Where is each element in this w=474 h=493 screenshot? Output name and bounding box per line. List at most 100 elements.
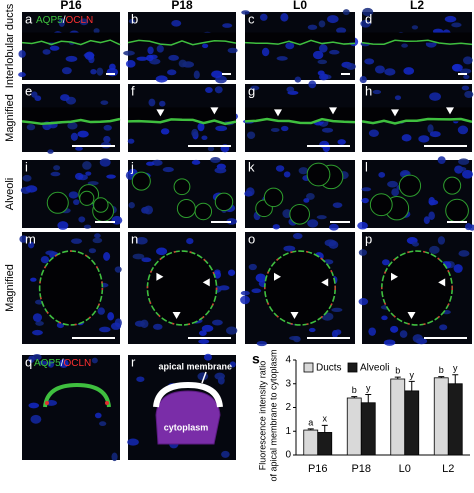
- nucleus: [378, 172, 386, 178]
- panel-letter: e: [25, 83, 32, 98]
- nucleus: [128, 18, 136, 24]
- nucleus: [100, 100, 109, 105]
- panel-letter: o: [248, 231, 255, 246]
- lumen: [128, 107, 236, 122]
- legend-swatch: [347, 362, 358, 373]
- stain-label-part: AQP5: [34, 358, 61, 369]
- nucleus: [357, 221, 368, 230]
- legend-label: Alveoli: [360, 363, 389, 374]
- nucleus: [307, 219, 319, 228]
- micrograph: l: [357, 156, 474, 231]
- error-bar: [452, 374, 459, 384]
- alveolus: [263, 187, 284, 208]
- lumen: [128, 32, 236, 43]
- nucleus: [459, 68, 472, 74]
- alveolus: [46, 191, 69, 214]
- pointer: [201, 371, 207, 384]
- nucleus: [65, 55, 78, 62]
- nucleus: [308, 327, 316, 333]
- nucleus: [211, 70, 223, 78]
- nucleus: [167, 69, 177, 76]
- nucleus: [298, 167, 309, 175]
- nucleus: [368, 129, 379, 137]
- column-header: L2: [410, 0, 424, 12]
- stain-label-part: OCLN: [65, 15, 93, 26]
- nucleus: [90, 69, 97, 75]
- nucleus: [423, 216, 430, 224]
- nucleus: [127, 438, 139, 446]
- nucleus: [31, 91, 38, 98]
- micrograph: apical membrane cytoplasm r: [127, 353, 236, 460]
- panel-letter: j: [130, 159, 134, 174]
- panel-letter: h: [365, 83, 372, 98]
- nucleus: [322, 143, 331, 153]
- nucleus: [324, 239, 337, 247]
- nucleus: [329, 223, 339, 231]
- nucleus: [128, 202, 135, 209]
- panel-letter: d: [365, 11, 372, 26]
- arrowhead: [172, 312, 181, 319]
- nucleus: [201, 324, 214, 332]
- nucleus: [316, 215, 327, 220]
- arrowhead: [438, 278, 446, 287]
- nucleus: [45, 250, 56, 256]
- nucleus: [457, 125, 469, 135]
- nucleus: [240, 290, 250, 296]
- annotation: cytoplasm: [164, 422, 209, 432]
- nucleus: [110, 322, 122, 330]
- nucleus: [193, 70, 200, 79]
- nucleus: [60, 94, 70, 102]
- nucleus: [403, 67, 415, 75]
- nucleus: [361, 197, 369, 204]
- micrograph: k: [244, 159, 355, 231]
- x-tick-label: P16: [308, 463, 328, 475]
- row-label: Interlobular ducts: [4, 3, 16, 88]
- nucleus: [429, 131, 441, 138]
- nucleus: [82, 161, 92, 170]
- nucleus: [91, 357, 98, 364]
- tight-junction: [105, 401, 109, 405]
- nucleus: [390, 325, 399, 333]
- nucleus: [437, 236, 446, 245]
- y-tick-label: 1: [285, 426, 291, 437]
- nucleus: [321, 127, 334, 133]
- arrowhead: [446, 107, 454, 115]
- alveolus: [445, 198, 469, 223]
- legend-swatch: [303, 362, 314, 373]
- nucleus: [58, 17, 66, 27]
- nucleus: [261, 47, 270, 57]
- nucleus: [453, 264, 463, 273]
- significance-label: y: [366, 383, 371, 393]
- nucleus: [99, 158, 111, 167]
- nucleus: [28, 402, 40, 409]
- nucleus: [318, 44, 328, 53]
- nucleus: [151, 159, 163, 166]
- y-tick-label: 3: [285, 378, 291, 389]
- stain-label-part: /: [63, 15, 66, 26]
- panel-letter: a: [25, 11, 33, 26]
- alveolus: [146, 250, 218, 326]
- nucleus: [207, 146, 215, 152]
- nucleus: [451, 22, 462, 28]
- nucleus: [106, 67, 119, 77]
- nucleus: [303, 198, 310, 203]
- nucleus: [191, 128, 199, 138]
- nucleus: [143, 205, 154, 215]
- lumen: [245, 32, 355, 43]
- nucleus: [307, 24, 318, 30]
- significance-label: y: [410, 370, 415, 380]
- nucleus: [331, 307, 343, 313]
- arrowhead: [329, 107, 337, 115]
- nucleus: [136, 56, 148, 61]
- micrograph: a: [18, 11, 121, 80]
- nucleus: [68, 191, 79, 199]
- nucleus: [73, 199, 80, 206]
- stain-label-part: /: [61, 358, 64, 369]
- nucleus: [49, 45, 60, 51]
- nucleus: [276, 56, 288, 61]
- nucleus: [245, 187, 255, 197]
- nucleus: [411, 25, 419, 30]
- nucleus: [451, 63, 463, 72]
- nucleus: [85, 171, 92, 176]
- nucleus: [50, 171, 61, 177]
